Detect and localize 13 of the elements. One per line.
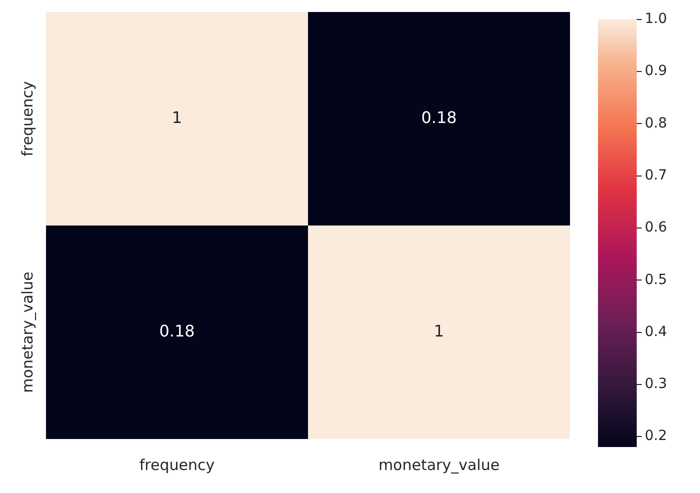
- data-label: 1: [172, 108, 182, 127]
- data-label: 0.18: [421, 108, 457, 127]
- color-bar-label: 0.8: [644, 115, 667, 132]
- color-bar-label: 1.0: [644, 11, 667, 28]
- color-bar-label: 0.2: [644, 428, 667, 444]
- data-label: 0.18: [159, 321, 195, 340]
- color-bar-label: 0.9: [644, 63, 667, 80]
- color-bar-label: 0.6: [644, 220, 668, 236]
- data-label: 1: [434, 321, 444, 340]
- color-bar-label: 0.4: [644, 324, 668, 340]
- color-bar-label: 0.7: [644, 167, 667, 184]
- color-bar-label: 0.5: [644, 272, 667, 288]
- color-bar-label: 0.3: [644, 376, 667, 392]
